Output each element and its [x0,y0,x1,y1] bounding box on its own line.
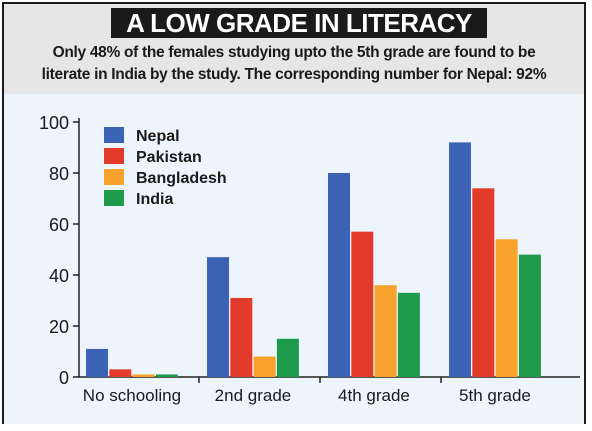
x-tick-label-3: 5th grade [459,386,531,405]
y-tick-label-80: 80 [49,164,69,184]
bar-bangladesh-0 [132,374,155,377]
y-tick-label-20: 20 [49,317,69,337]
legend-label-nepal: Nepal [136,128,180,145]
y-tick-label-40: 40 [49,266,69,286]
legend-label-india: India [136,191,173,208]
bar-pakistan-0 [109,369,132,377]
legend-swatch-nepal [104,127,124,143]
chart-title: A LOW GRADE IN LITERACY [111,8,487,38]
y-tick-label-60: 60 [49,215,69,235]
bar-bangladesh-2 [374,285,397,377]
bar-bangladesh-3 [495,239,518,377]
x-tick-label-1: 2nd grade [215,386,292,405]
bar-pakistan-1 [230,297,253,377]
legend-swatch-bangladesh [104,169,124,185]
legend-label-pakistan: Pakistan [136,149,202,166]
bar-pakistan-3 [472,188,495,377]
bar-nepal-3 [449,142,471,377]
bar-india-3 [518,254,541,377]
legend-label-bangladesh: Bangladesh [136,170,227,187]
x-tick-label-2: 4th grade [338,386,410,405]
bar-pakistan-2 [351,231,374,377]
legend-swatch-pakistan [104,148,124,164]
bar-india-0 [155,374,178,377]
chart-subtitle: Only 48% of the females studying upto th… [10,42,578,86]
y-tick-label-100: 100 [39,113,69,133]
bar-nepal-0 [86,348,108,377]
bar-nepal-2 [328,173,350,377]
y-tick-label-0: 0 [59,368,69,388]
bar-india-2 [397,292,420,377]
bar-nepal-1 [207,257,229,377]
bar-bangladesh-1 [253,356,276,377]
subtitle-line-2: literate in India by the study. The corr… [41,66,547,83]
bar-india-1 [276,338,299,377]
chart-header: A LOW GRADE IN LITERACY Only 48% of the … [4,4,584,94]
x-tick-label-0: No schooling [83,386,181,405]
subtitle-line-1: Only 48% of the females studying upto th… [52,44,536,61]
legend-swatch-india [104,190,124,206]
